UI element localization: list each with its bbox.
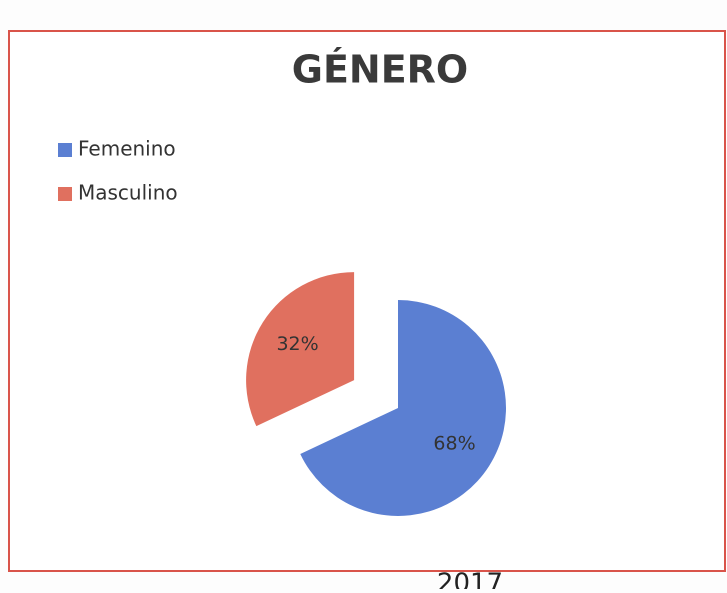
data-label: 68%	[433, 432, 475, 454]
legend-label: Femenino	[78, 137, 176, 161]
pie-slice	[246, 272, 355, 427]
pie-slice	[300, 300, 507, 516]
legend-swatch	[58, 143, 72, 157]
data-label: 32%	[276, 333, 318, 355]
chart-title: GÉNERO	[292, 48, 468, 92]
legend-swatch	[58, 187, 72, 201]
caption: 2017	[437, 569, 503, 590]
legend-label: Masculino	[78, 181, 178, 205]
